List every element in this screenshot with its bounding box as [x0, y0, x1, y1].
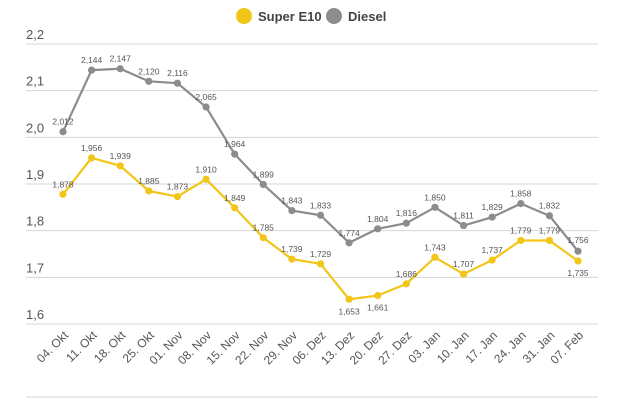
- y-tick-label: 1,6: [26, 307, 44, 322]
- data-point: [488, 256, 496, 264]
- data-point: [145, 187, 153, 195]
- data-point: [116, 162, 124, 170]
- data-label: 2,147: [110, 54, 132, 64]
- data-point: [116, 65, 124, 73]
- y-tick-label: 1,7: [26, 260, 44, 275]
- legend-marker: [326, 8, 342, 24]
- data-point: [59, 128, 67, 136]
- x-tick-label: 07. Feb: [547, 328, 586, 367]
- data-label: 1,737: [482, 245, 504, 255]
- data-point: [488, 213, 496, 221]
- y-tick-label: 2,0: [26, 120, 44, 135]
- legend: Super E10 Diesel: [236, 8, 386, 24]
- data-label: 1,774: [338, 228, 360, 238]
- data-label: 2,144: [81, 55, 103, 65]
- data-point: [574, 247, 582, 255]
- series-layer: [59, 65, 582, 303]
- data-point: [259, 180, 267, 189]
- data-point: [88, 154, 96, 162]
- y-axis: 2,2 2,1 2,0 1,9 1,8 1,7 1,6: [26, 27, 44, 322]
- y-tick-label: 1,8: [26, 214, 44, 229]
- grid-lines: [26, 43, 598, 398]
- data-point: [259, 234, 267, 242]
- data-point: [145, 77, 153, 85]
- data-label: 1,816: [396, 208, 418, 218]
- data-point: [545, 212, 553, 220]
- data-point: [374, 225, 382, 233]
- legend-label: Diesel: [348, 9, 386, 24]
- data-point: [316, 211, 325, 219]
- data-label: 1,829: [482, 202, 504, 212]
- data-point: [431, 203, 439, 211]
- series-line-diesel: [62, 67, 579, 252]
- data-point: [431, 253, 439, 261]
- data-label: 1,686: [396, 269, 418, 279]
- data-label: 1,653: [338, 306, 360, 316]
- data-label: 1,833: [310, 200, 332, 210]
- data-label: 1,885: [138, 176, 160, 186]
- data-point: [202, 103, 210, 111]
- data-label: 1,661: [367, 303, 389, 313]
- data-label: 1,878: [52, 179, 74, 189]
- data-label: 1,850: [424, 192, 446, 202]
- data-label: 2,012: [52, 117, 74, 127]
- data-point: [288, 255, 296, 263]
- data-label: 2,120: [138, 66, 160, 76]
- data-point: [202, 175, 210, 183]
- data-label: 1,873: [167, 182, 189, 192]
- legend-marker: [236, 8, 252, 24]
- data-label: 1,910: [195, 164, 217, 174]
- data-point: [374, 291, 382, 300]
- data-label: 1,811: [453, 211, 474, 221]
- legend-label: Super E10: [258, 9, 322, 24]
- data-point: [545, 236, 553, 245]
- data-label: 1,939: [110, 151, 132, 161]
- data-label: 1,858: [510, 189, 532, 199]
- data-label: 1,756: [567, 235, 589, 245]
- data-label: 2,116: [167, 68, 188, 78]
- y-tick-label: 2,1: [26, 74, 44, 89]
- y-tick-label: 1,9: [26, 167, 44, 182]
- data-label: 1,785: [253, 223, 275, 233]
- data-label: 1,779: [539, 225, 561, 235]
- data-label: 1,899: [253, 169, 275, 179]
- data-point: [402, 280, 410, 288]
- data-point: [231, 150, 239, 158]
- data-point: [459, 270, 468, 278]
- data-label: 1,843: [281, 196, 303, 206]
- data-point: [574, 257, 582, 265]
- data-point: [288, 207, 296, 215]
- data-label: 1,779: [510, 225, 532, 235]
- data-point: [517, 236, 525, 245]
- data-label: 1,739: [281, 244, 303, 254]
- data-label: 1,964: [224, 139, 246, 149]
- data-labels: 1,878 1,956 1,939 1,885 1,873 1,910 1,849 1,785…: [52, 54, 589, 317]
- data-point: [173, 79, 182, 87]
- data-point: [316, 260, 325, 268]
- data-label: 1,735: [567, 268, 589, 278]
- data-label: 2,065: [195, 92, 217, 102]
- data-label: 1,804: [367, 214, 389, 224]
- data-label: 1,849: [224, 193, 246, 203]
- data-point: [231, 204, 239, 212]
- data-label: 1,956: [81, 143, 103, 153]
- data-point: [517, 200, 525, 208]
- data-point: [59, 190, 67, 198]
- x-tick-label: 04. Okt: [34, 328, 72, 366]
- data-point: [173, 193, 182, 201]
- data-point: [88, 66, 96, 74]
- data-point: [345, 295, 353, 303]
- data-point: [402, 219, 410, 227]
- data-point: [345, 239, 353, 247]
- data-label: 1,729: [310, 249, 332, 259]
- data-label: 1,743: [424, 242, 446, 252]
- data-label: 1,707: [453, 259, 475, 269]
- data-point: [459, 221, 468, 230]
- y-tick-label: 2,2: [26, 27, 44, 42]
- data-label: 1,832: [539, 201, 561, 211]
